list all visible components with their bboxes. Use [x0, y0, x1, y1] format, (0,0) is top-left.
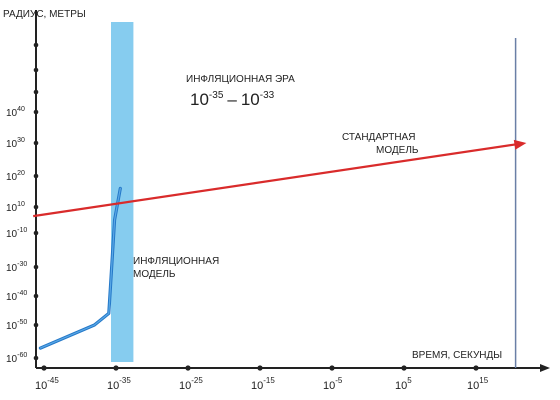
y-tick-dot	[33, 355, 39, 361]
y-tick-label: 10-50	[6, 319, 27, 332]
x-tick-dot	[257, 365, 263, 371]
x-tick-label: 105	[395, 376, 412, 392]
inflation-band	[111, 22, 134, 362]
y-tick-dot	[33, 109, 39, 115]
x-axis-label: ВРЕМЯ, СЕКУНДЫ	[412, 350, 502, 361]
y-tick-dot	[33, 264, 39, 270]
standard-model-line	[33, 143, 517, 218]
y-tick-dot	[33, 89, 39, 95]
y-tick-dot	[33, 140, 39, 146]
y-tick-dot	[33, 230, 39, 236]
y-tick-label: 1040	[6, 106, 25, 119]
standard-model-arrow-icon	[513, 139, 527, 150]
x-tick-label: 10-45	[35, 376, 59, 392]
x-tick-dot	[329, 365, 335, 371]
x-tick-dot	[473, 365, 479, 371]
standard-model-label-line-1: СТАНДАРТНАЯ	[342, 132, 415, 143]
x-tick-dot	[401, 365, 407, 371]
y-tick-dot	[33, 322, 39, 328]
x-tick-label: 10-5	[323, 376, 343, 392]
y-tick-label: 10-10	[6, 227, 27, 240]
inflation-model-highlight	[39, 187, 121, 349]
x-tick-label: 1015	[467, 376, 489, 392]
range-from-base: 10	[190, 90, 209, 109]
range-to-exp: -33	[260, 90, 275, 101]
y-tick-label: 10-40	[6, 290, 27, 303]
y-axis-label: РАДИУС, МЕТРЫ	[3, 9, 86, 20]
x-tick-label: 10-15	[251, 376, 275, 392]
inflation-model-label-line-1: ИНФЛЯЦИОННАЯ	[133, 256, 219, 267]
y-tick-dot	[33, 204, 39, 210]
x-tick-dot	[113, 365, 119, 371]
y-tick-dot	[33, 173, 39, 179]
x-tick-label: 10-25	[179, 376, 203, 392]
y-tick-dot	[33, 293, 39, 299]
x-tick-label: 10-35	[107, 376, 131, 392]
y-tick-dot	[33, 42, 39, 48]
y-tick-label: 10-30	[6, 261, 27, 274]
x-tick-dot	[41, 365, 47, 371]
range-from-exp: -35	[209, 90, 224, 101]
range-to-base: 10	[241, 90, 260, 109]
x-axis-arrow-icon	[540, 364, 550, 372]
inflation-era-range: 10-35–10-33	[190, 90, 275, 109]
standard-model-label-line-2: МОДЕЛЬ	[376, 145, 419, 156]
inflation-era-title: ИНФЛЯЦИОННАЯ ЭРА	[186, 74, 295, 85]
y-tick-label: 1030	[6, 137, 25, 150]
inflation-model-label-line-2: МОДЕЛЬ	[133, 269, 176, 280]
y-tick-dot	[33, 67, 39, 73]
y-tick-label: 1010	[6, 201, 25, 214]
y-tick-label: 1020	[6, 170, 25, 183]
range-dash: –	[227, 90, 237, 109]
y-tick-label: 10-60	[6, 352, 27, 365]
x-tick-dot	[185, 365, 191, 371]
